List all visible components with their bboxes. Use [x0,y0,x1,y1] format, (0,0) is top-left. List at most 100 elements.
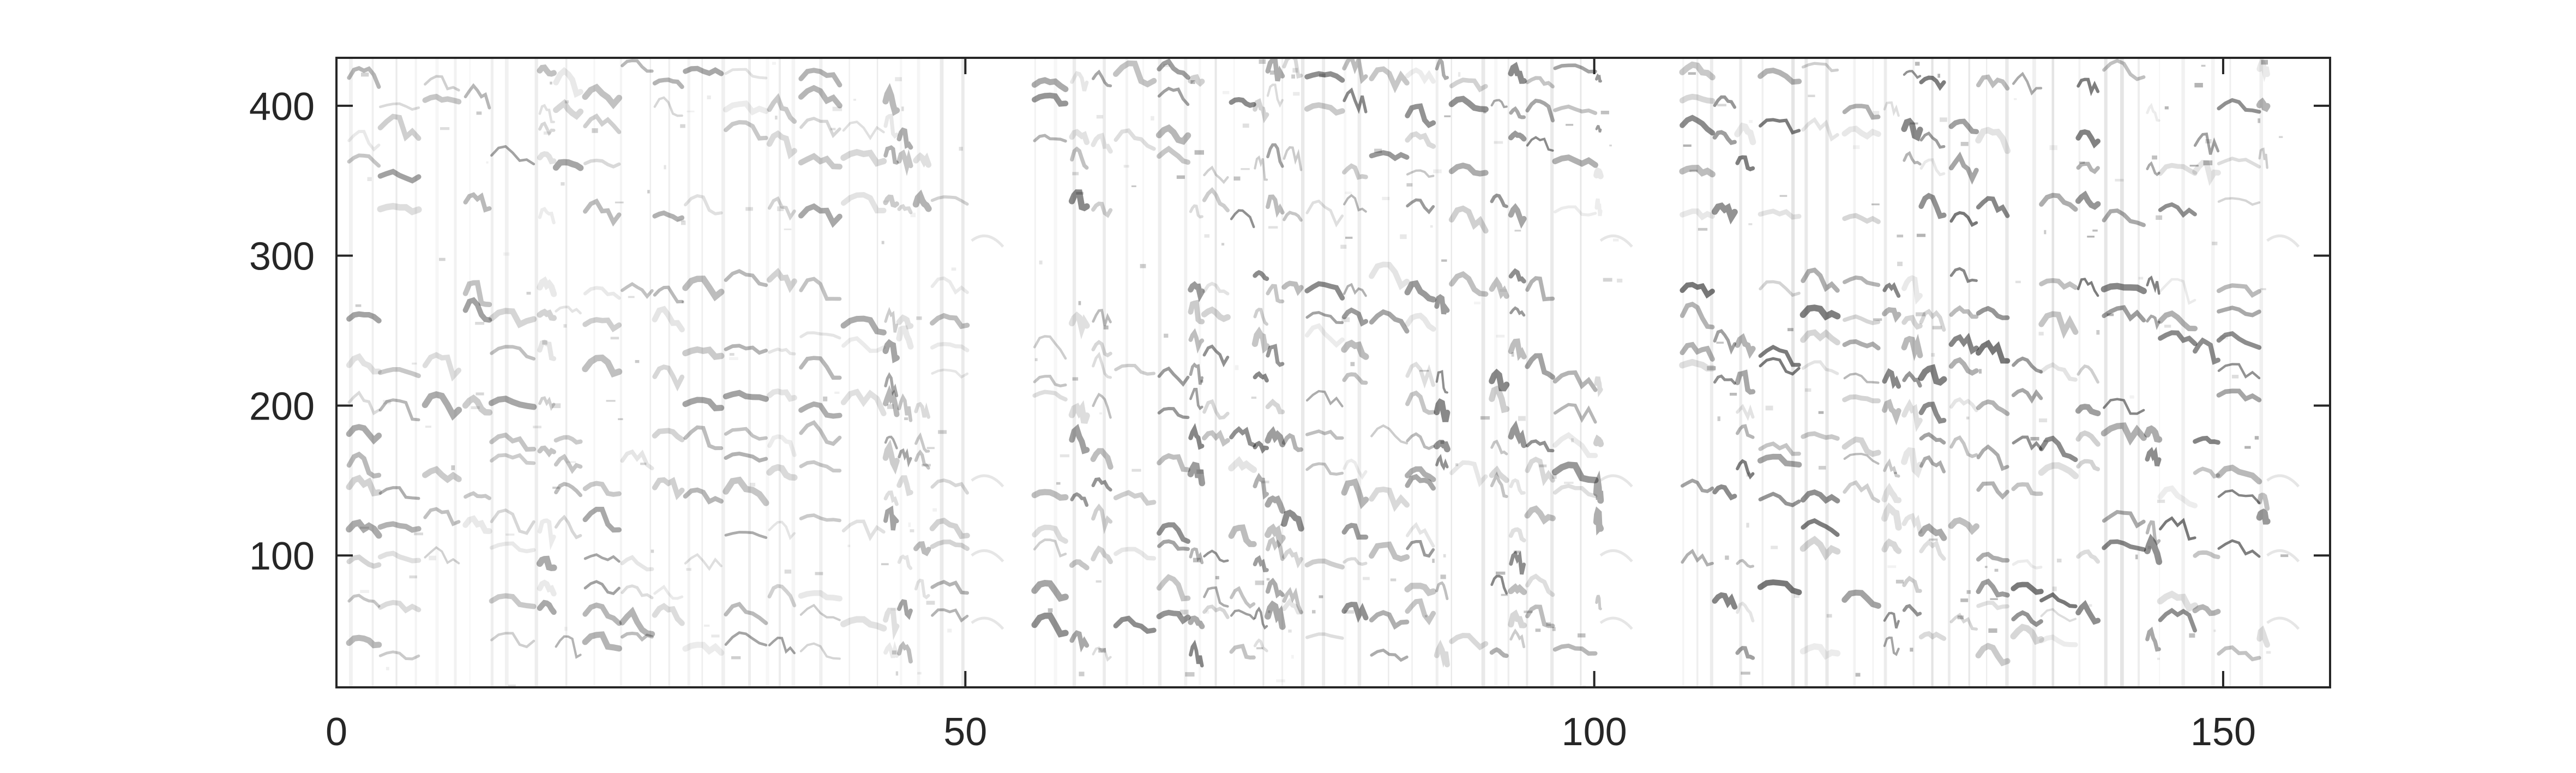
speckle [1511,352,1514,357]
speckle [1039,260,1043,265]
speckle [777,206,784,211]
harmonic-contour [1449,271,1489,297]
harmonic-contour [490,145,535,166]
harmonic-contour [2100,283,2147,295]
harmonic-contour [799,603,841,621]
harmonic-contour [2039,435,2078,463]
speckle [1131,185,1136,187]
harmonic-contour [555,305,582,315]
harmonic-contour [1283,211,1303,222]
speckle [1123,165,1129,168]
harmonic-contour [1841,125,1881,140]
harmonic-contour [2039,634,2078,648]
harmonic-contour [883,490,899,506]
harmonic-contour [1156,609,1191,625]
harmonic-contour [841,519,886,542]
harmonic-contour [1801,117,1839,142]
speckle [1390,578,1397,582]
speckle [1419,370,1429,372]
harmonic-contour [1253,270,1269,281]
harmonic-contour [1253,308,1269,326]
harmonic-contour [1069,423,1090,454]
harmonic-contour [555,635,582,659]
speckle [552,487,560,489]
harmonic-contour [724,344,768,355]
harmonic-contour [537,518,556,550]
gap-wisp [971,616,1004,630]
harmonic-contour [537,339,557,361]
harmonic-contour [896,149,913,176]
onset-striation [349,58,353,687]
harmonic-contour [1841,589,1881,609]
speckle [383,400,391,405]
harmonic-contour [464,83,491,110]
harmonic-contour [1735,369,1756,395]
speckle [2189,165,2199,167]
speckle [2157,657,2160,660]
harmonic-contour [1758,344,1801,367]
harmonic-contour [798,85,842,109]
harmonic-contour [1404,583,1436,597]
harmonic-contour [1713,374,1736,385]
onset-striation [1550,58,1554,687]
harmonic-contour [930,195,969,206]
harmonic-contour [1593,506,1604,536]
harmonic-contour [2075,430,2100,447]
harmonic-contour [1593,434,1604,447]
onset-striation [534,58,538,687]
harmonic-contour [1490,439,1508,456]
harmonic-contour [1032,524,1068,544]
speckle [1871,203,1880,206]
harmonic-contour [1882,307,1901,323]
speckle [1897,261,1903,266]
onset-striation [2259,58,2264,687]
harmonic-contour [1712,130,1737,145]
speckle [1374,148,1382,153]
harmonic-contour [1304,323,1345,348]
harmonic-contour [1489,276,1509,299]
harmonic-contour [1509,550,1526,575]
harmonic-contour [537,64,557,77]
harmonic-contour [1679,61,1716,81]
speckle [2049,145,2057,151]
harmonic-contour [914,432,930,453]
harmonic-contour [1758,492,1801,507]
harmonic-contour [1202,344,1230,368]
harmonic-contour [2103,398,2145,415]
harmonic-contour [798,153,842,170]
harmonic-contour [1092,646,1112,662]
harmonic-contour [538,104,555,123]
harmonic-contour [767,196,796,221]
speckle [932,508,937,512]
harmonic-contour [377,169,422,184]
harmonic-contour [1283,146,1303,171]
harmonic-contour [1435,454,1449,471]
harmonic-contour [422,93,462,105]
speckle [1518,416,1526,421]
y-tick-label: 300 [249,235,315,279]
harmonic-contour [1092,69,1112,87]
harmonic-contour [346,554,382,569]
harmonic-contour [553,435,583,445]
harmonic-contour [1406,432,1435,450]
onset-striation [1411,58,1413,687]
harmonic-contour [1902,576,1922,593]
harmonic-contour [840,388,887,416]
harmonic-contour [1157,406,1190,420]
harmonic-contour [1405,131,1436,149]
harmonic-contour [767,584,797,608]
onset-striation [701,58,703,687]
speckle [830,128,836,130]
harmonic-contour [723,476,769,506]
harmonic-contour [538,207,556,225]
speckle [361,73,369,77]
harmonic-contour [2256,58,2270,82]
speckle [1288,630,1292,633]
harmonic-contour [1112,60,1157,88]
speckle [1698,227,1708,231]
speckle [610,337,619,340]
speckle [2254,436,2259,440]
speckle [1345,191,1352,194]
harmonic-contour [1525,353,1556,380]
harmonic-contour [1509,106,1526,119]
